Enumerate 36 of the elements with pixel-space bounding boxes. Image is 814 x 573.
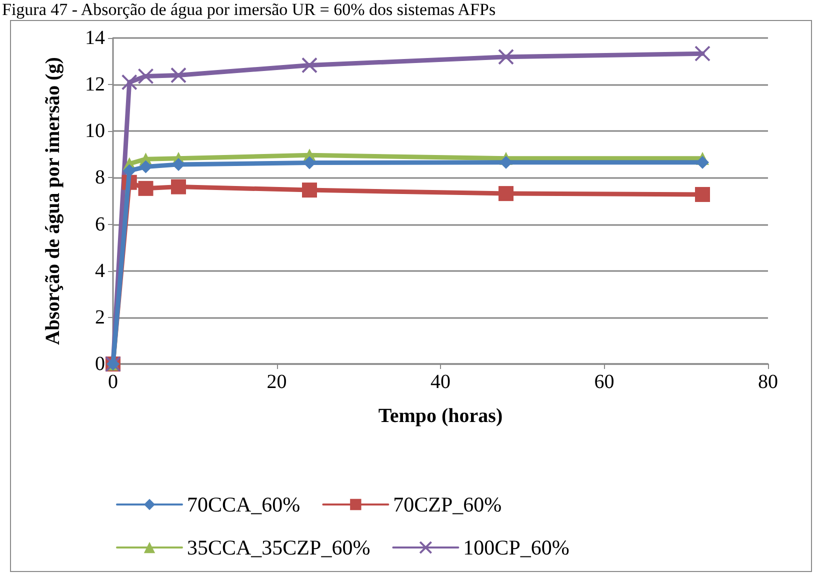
legend-label: 70CZP_60%: [393, 492, 502, 516]
point: [695, 186, 710, 202]
point: [170, 67, 186, 84]
x-tick-label: 60: [594, 371, 614, 393]
point: [498, 186, 514, 202]
legend-label: 100CP_60%: [463, 536, 570, 560]
point: [138, 180, 154, 196]
point: [302, 182, 317, 198]
point: [696, 156, 709, 169]
point: [498, 48, 514, 65]
x-tick-label: 80: [758, 371, 778, 393]
y-tick-label: 2: [95, 306, 105, 328]
point: [122, 164, 136, 178]
y-tick-label: 6: [95, 213, 105, 236]
y-tick-label: 0: [95, 353, 105, 375]
y-tick-label: 14: [85, 27, 105, 49]
y-tick-label: 4: [95, 260, 105, 282]
point: [694, 46, 710, 62]
point: [500, 156, 512, 169]
point: [171, 179, 186, 194]
point: [303, 156, 316, 170]
legend-label: 70CCA_60%: [187, 492, 300, 516]
x-tick-label: 40: [430, 371, 450, 393]
point: [172, 158, 185, 171]
point: [121, 74, 138, 90]
y-tick-label: 12: [85, 74, 105, 96]
y-axis-title: Absorção de água por imersão (g): [42, 57, 64, 345]
chart-title: Figura 47 - Absorção de água por imersão UR = 60% dos sistemas AFPs: [1, 0, 497, 20]
point: [302, 57, 318, 74]
legend-label: 35CCA_35CZP_60%: [187, 536, 370, 560]
y-tick-label: 8: [95, 166, 105, 189]
y-tick-label: 10: [85, 120, 105, 142]
point: [138, 68, 154, 84]
x-axis-title: Tempo (horas): [378, 405, 503, 427]
x-tick-label: 20: [266, 371, 287, 393]
point: [139, 160, 152, 174]
